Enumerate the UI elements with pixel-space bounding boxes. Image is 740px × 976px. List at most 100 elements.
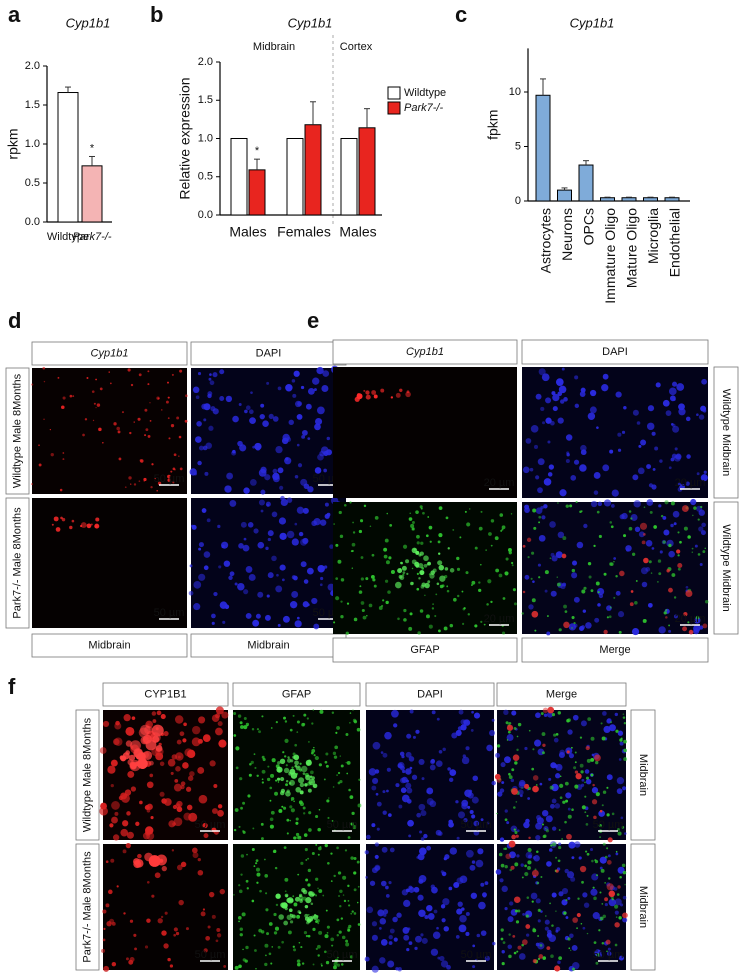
cell-signal xyxy=(498,852,503,857)
cell-signal xyxy=(176,739,182,745)
cell-signal xyxy=(340,917,344,920)
cell-signal xyxy=(273,931,278,935)
cell-signal xyxy=(697,553,701,556)
cell-signal xyxy=(366,614,368,617)
cell-signal xyxy=(462,719,469,725)
cell-signal xyxy=(538,534,546,542)
cell-signal xyxy=(234,582,238,586)
cell-signal xyxy=(576,912,581,918)
cell-signal xyxy=(374,854,379,859)
cell-signal xyxy=(126,811,131,816)
cell-signal xyxy=(364,850,369,855)
cell-signal xyxy=(665,616,668,619)
cell-signal xyxy=(383,913,387,917)
cell-signal xyxy=(123,912,126,915)
chart-title: Cyp1b1 xyxy=(66,15,111,30)
cell-signal xyxy=(264,474,271,481)
cell-signal xyxy=(345,733,349,737)
cell-signal xyxy=(615,852,619,856)
cell-signal xyxy=(594,754,601,762)
cell-signal xyxy=(127,368,131,372)
cell-signal xyxy=(293,948,297,952)
cell-signal xyxy=(140,724,151,736)
cell-signal xyxy=(285,894,288,898)
cell-signal xyxy=(386,789,389,793)
cell-signal xyxy=(700,505,703,509)
cell-signal xyxy=(598,929,601,932)
cell-signal xyxy=(436,717,440,721)
cell-signal xyxy=(182,762,189,769)
cell-signal xyxy=(630,517,633,520)
legend-label: Park7-/- xyxy=(404,102,443,114)
cell-signal xyxy=(391,709,399,718)
cell-signal xyxy=(420,837,425,841)
cell-signal xyxy=(558,628,562,632)
cell-signal xyxy=(194,436,202,443)
cell-signal xyxy=(270,810,275,815)
error-bar xyxy=(626,196,632,198)
cell-signal xyxy=(353,871,357,875)
cell-signal xyxy=(324,934,329,939)
cell-signal xyxy=(218,739,227,748)
cell-signal xyxy=(622,895,627,900)
cell-signal xyxy=(242,801,246,805)
cell-signal xyxy=(559,749,565,756)
y-axis-label: Relative expression xyxy=(177,77,193,199)
cell-signal xyxy=(206,518,211,523)
cell-signal xyxy=(438,552,441,555)
cell-signal xyxy=(235,746,240,751)
cell-signal xyxy=(419,609,424,613)
cell-signal xyxy=(296,443,300,447)
cell-signal xyxy=(565,799,569,803)
cell-signal xyxy=(325,960,330,965)
cell-signal xyxy=(654,446,659,451)
cell-signal xyxy=(589,389,597,397)
cell-signal xyxy=(559,783,564,788)
cell-signal xyxy=(490,544,493,547)
cell-signal xyxy=(397,568,403,574)
cell-signal xyxy=(349,712,352,714)
y-tick-label: 1.0 xyxy=(25,138,40,150)
cell-signal xyxy=(208,377,212,381)
cell-signal xyxy=(527,556,530,559)
cell-signal xyxy=(173,817,183,827)
cell-signal xyxy=(405,751,412,758)
cell-signal xyxy=(549,785,554,790)
cell-signal xyxy=(279,758,286,764)
cell-signal xyxy=(522,912,526,916)
cell-signal xyxy=(565,792,572,799)
cell-signal xyxy=(489,729,496,736)
cell-signal xyxy=(280,777,285,782)
cell-signal xyxy=(651,431,656,436)
cell-signal xyxy=(525,914,529,918)
bar xyxy=(358,127,376,216)
cell-signal xyxy=(595,961,599,965)
cell-signal xyxy=(420,584,425,589)
cell-signal xyxy=(492,941,496,946)
cell-signal xyxy=(557,960,561,965)
cell-signal xyxy=(590,888,598,896)
cell-signal xyxy=(427,516,430,518)
cell-signal xyxy=(601,384,609,392)
cell-signal xyxy=(622,917,628,923)
cell-signal xyxy=(307,913,310,916)
cell-signal xyxy=(593,472,601,479)
cell-signal xyxy=(546,946,551,951)
cell-signal xyxy=(595,792,600,797)
cell-signal xyxy=(281,578,285,582)
cell-signal xyxy=(234,808,239,812)
cell-signal xyxy=(197,460,202,466)
cell-signal xyxy=(133,421,135,423)
cell-signal xyxy=(528,729,531,732)
cell-signal xyxy=(161,798,167,804)
cell-signal xyxy=(486,603,489,606)
cell-signal xyxy=(383,547,388,552)
cell-signal xyxy=(278,914,284,920)
cell-signal xyxy=(59,488,63,492)
cell-signal xyxy=(552,826,557,831)
cell-signal xyxy=(200,911,206,917)
cell-signal xyxy=(229,571,235,577)
chart-title: Cyp1b1 xyxy=(570,15,615,30)
cell-signal xyxy=(508,933,511,936)
cell-signal xyxy=(606,616,609,619)
